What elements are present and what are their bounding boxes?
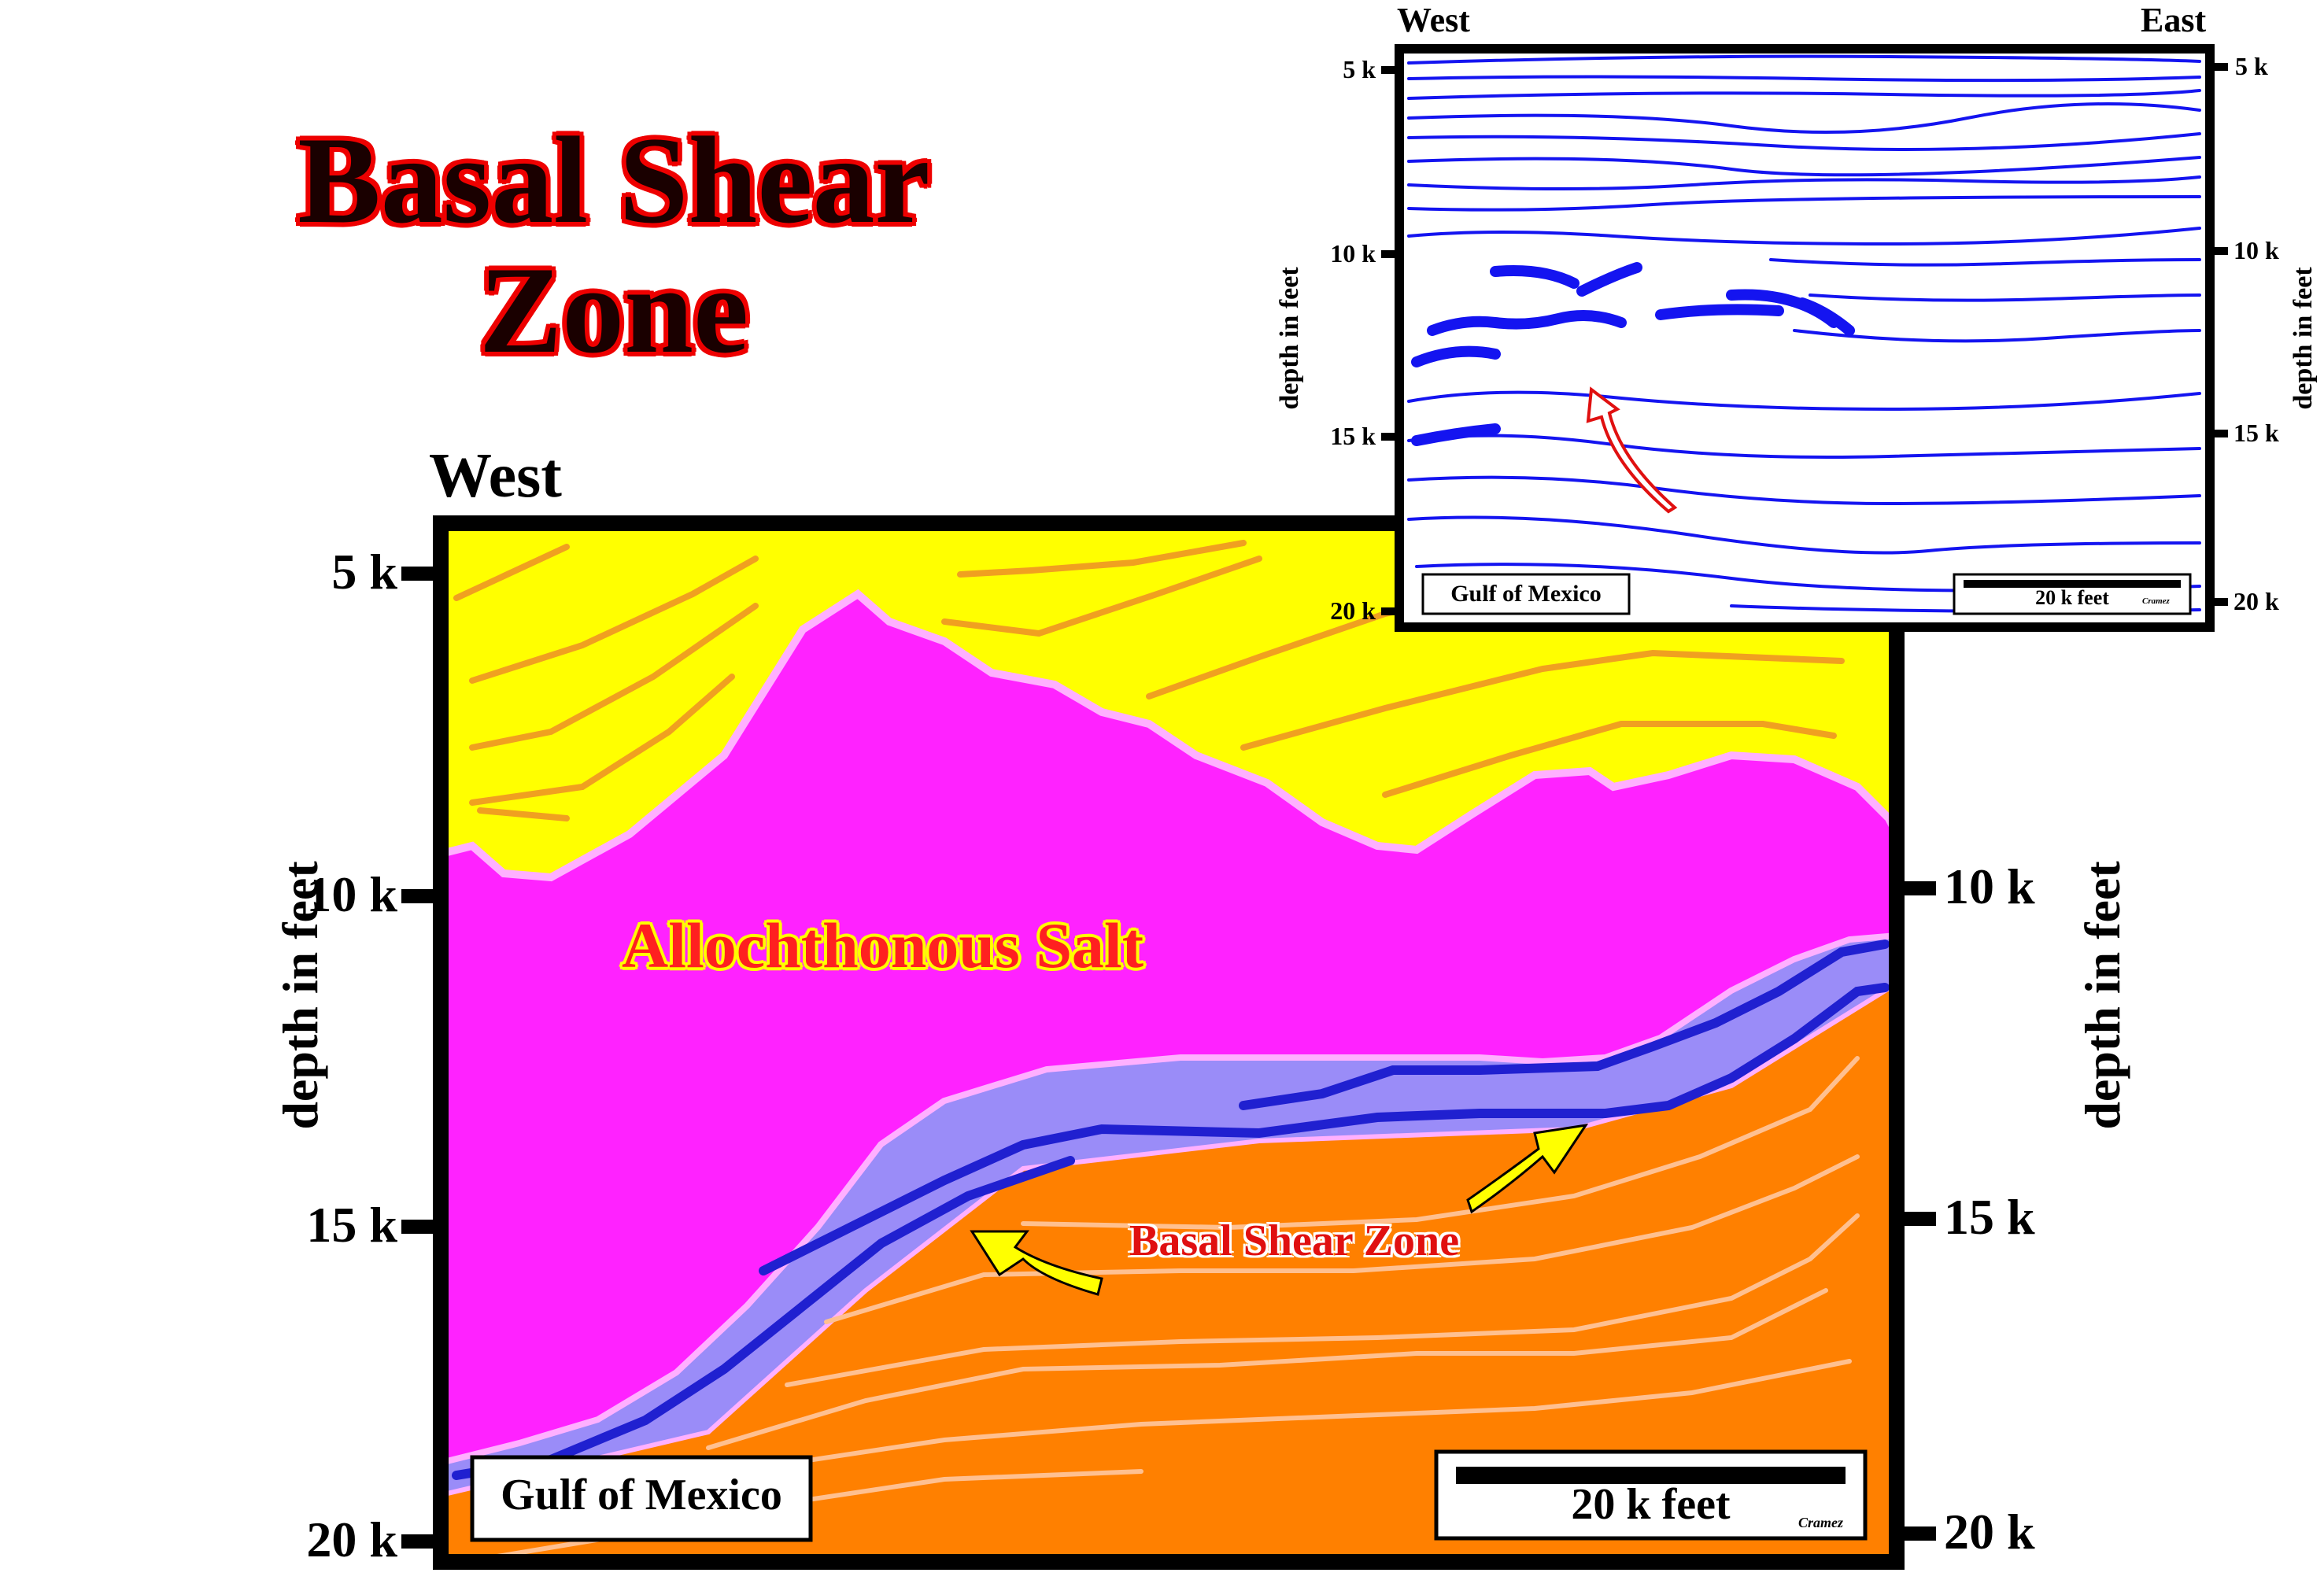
inset-tick-15k-right: 15 k (2233, 419, 2279, 447)
main-location-box (470, 1455, 813, 1542)
basal-shear-zone (441, 933, 1897, 1498)
seismic-reflections (1407, 54, 2201, 613)
main-scale-label: 20 k feet (1571, 1480, 1731, 1529)
main-scale-bar (1434, 1449, 1868, 1541)
depth-tick-20k-right: 20 k (1944, 1504, 2035, 1560)
seismic-inset (1381, 44, 2228, 632)
shear-zone-arrows (970, 1123, 1589, 1296)
inset-scale-label: 20 k feet (2035, 586, 2109, 609)
inset-west-label: West (1397, 1, 1470, 39)
depth-tick-15k-right: 15 k (1944, 1189, 2035, 1245)
inset-depth-label-right: depth in feet (2289, 267, 2318, 410)
depth-tick-5k-left: 5 k (331, 544, 397, 600)
depth-tick-15k-left: 15 k (306, 1197, 397, 1253)
inset-tick-5k-left: 5 k (1343, 55, 1376, 83)
shear-zone-label: Basal Shear Zone (1129, 1216, 1460, 1265)
title-line-1: Basal Shear (297, 112, 930, 249)
inset-tick-20k-left: 20 k (1330, 596, 1376, 625)
depth-tick-20k-left: 20 k (306, 1512, 397, 1567)
main-location-label: Gulf of Mexico (501, 1471, 782, 1519)
inset-tick-10k-right: 10 k (2233, 236, 2279, 264)
shear-reflectors (452, 940, 1890, 1480)
depth-axis-label-left: depth in feet (272, 861, 328, 1130)
west-label: West (429, 441, 562, 511)
main-signature: Cramez (1798, 1515, 1844, 1530)
salt-label: Allochthonous Salt (622, 910, 1144, 981)
inset-signature: Cramez (2142, 596, 2170, 606)
inset-tick-5k-right: 5 k (2235, 52, 2268, 80)
left-ticks (401, 567, 441, 1549)
inset-tick-15k-left: 15 k (1330, 422, 1376, 450)
depth-axis-label-right: depth in feet (2075, 861, 2130, 1130)
title-line-2: Zone (478, 242, 749, 379)
inset-tick-10k-left: 10 k (1330, 239, 1376, 268)
right-ticks (1897, 881, 1936, 1541)
inset-east-label: East (2141, 1, 2207, 39)
depth-tick-10k-right: 10 k (1944, 858, 2035, 914)
inset-tick-20k-right: 20 k (2233, 587, 2279, 615)
inset-location-label: Gulf of Mexico (1450, 581, 1602, 607)
inset-depth-label-left: depth in feet (1275, 267, 1304, 410)
depth-tick-10k-left: 10 k (306, 866, 397, 922)
cross-section-frame (433, 515, 1905, 1570)
